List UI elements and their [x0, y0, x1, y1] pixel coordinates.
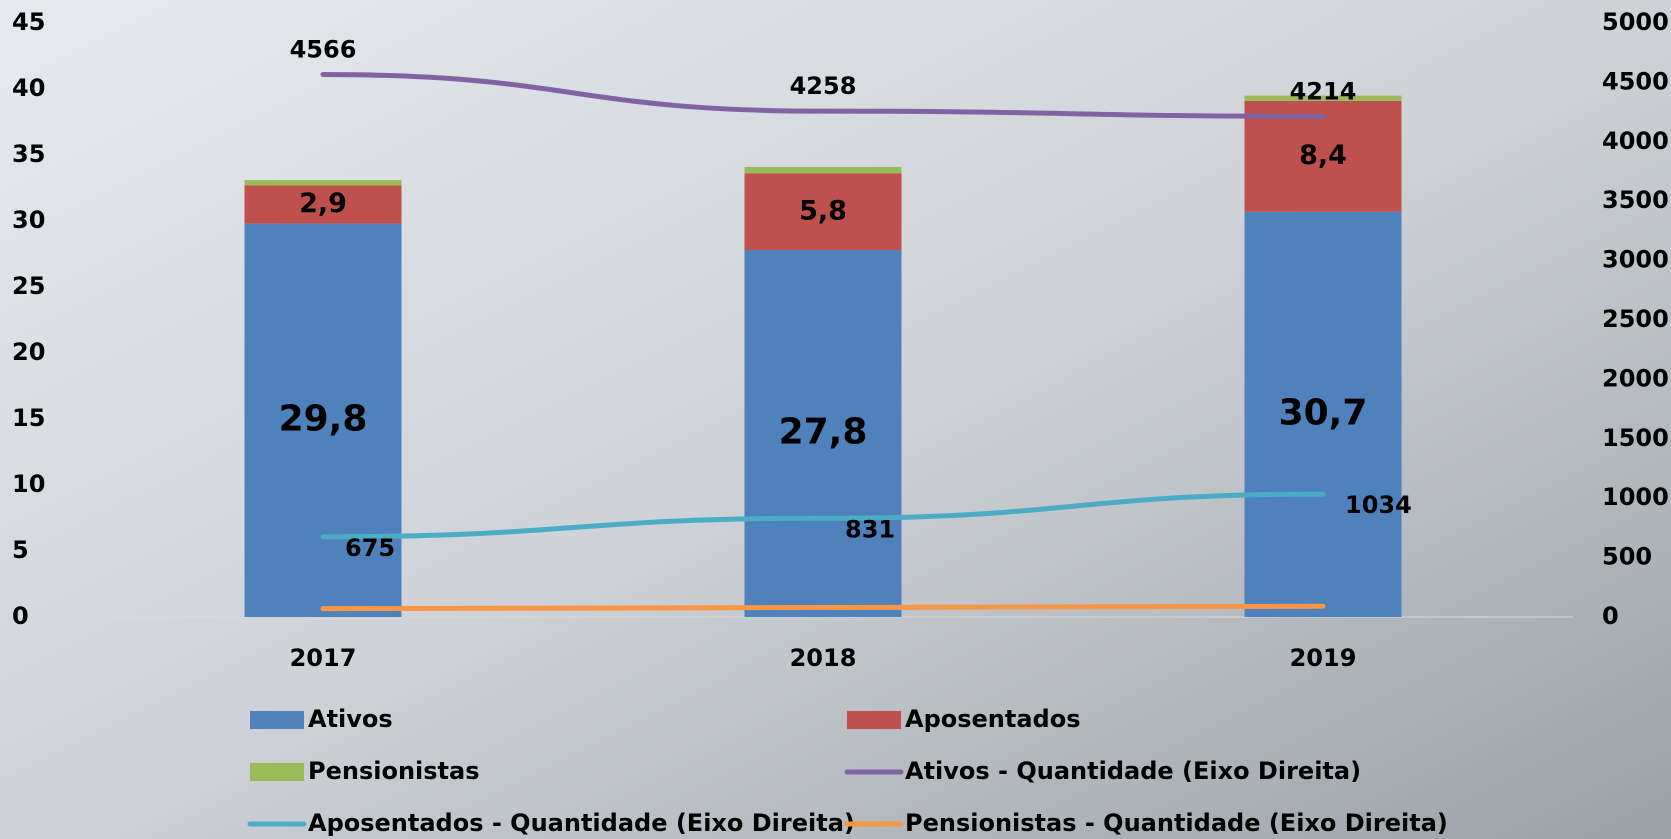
- y2-tick-label: 5000: [1602, 8, 1669, 36]
- bar-segment: [745, 167, 902, 174]
- y2-tick-label: 2000: [1602, 364, 1669, 392]
- y2-tick-label: 500: [1602, 543, 1652, 571]
- y2-tick-label: 3000: [1602, 246, 1669, 274]
- data-label: 4214: [1290, 77, 1357, 105]
- x-tick-label: 2019: [1290, 644, 1357, 672]
- y-tick-label: 10: [12, 470, 45, 498]
- y2-tick-label: 3500: [1602, 186, 1669, 214]
- line: [323, 606, 1323, 608]
- legend-label: Ativos: [308, 705, 393, 733]
- y2-tick-label: 1500: [1602, 424, 1669, 452]
- y-tick-label: 30: [12, 206, 45, 234]
- x-tick-label: 2017: [290, 644, 357, 672]
- data-label: 30,7: [1279, 392, 1368, 433]
- data-label: 831: [845, 515, 895, 543]
- y2-tick-label: 4500: [1602, 67, 1669, 95]
- data-label: 4258: [790, 72, 857, 100]
- legend-label: Pensionistas - Quantidade (Eixo Direita): [905, 809, 1448, 837]
- chart: 0 5 10 15 20 25 30 35 40 45 0 500 1000 1500 2000 2500 30…: [0, 0, 1671, 839]
- y-tick-label: 0: [12, 602, 29, 630]
- data-label: 4566: [290, 36, 357, 64]
- legend-swatch: [250, 763, 304, 781]
- y-tick-label: 35: [12, 140, 45, 168]
- bar-segment: [245, 180, 402, 185]
- data-label: 8,4: [1299, 140, 1347, 171]
- legend-label: Aposentados - Quantidade (Eixo Direita): [308, 809, 855, 837]
- y-tick-label: 20: [12, 338, 45, 366]
- y2-tick-label: 2500: [1602, 305, 1669, 333]
- data-label: 675: [345, 534, 395, 562]
- x-tick-label: 2018: [790, 644, 857, 672]
- y-tick-label: 25: [12, 272, 45, 300]
- data-label: 1034: [1345, 491, 1412, 519]
- y2-tick-label: 1000: [1602, 483, 1669, 511]
- y-tick-label: 45: [12, 8, 45, 36]
- legend-label: Pensionistas: [308, 757, 480, 785]
- legend-label: Ativos - Quantidade (Eixo Direita): [905, 757, 1361, 785]
- data-label: 27,8: [779, 412, 868, 453]
- data-label: 29,8: [279, 398, 368, 439]
- legend-label: Aposentados: [905, 705, 1081, 733]
- y2-tick-label: 0: [1602, 602, 1619, 630]
- y-tick-label: 5: [12, 536, 29, 564]
- y-tick-label: 15: [12, 404, 45, 432]
- y2-tick-label: 4000: [1602, 127, 1669, 155]
- data-label: 5,8: [799, 195, 847, 226]
- data-label: 2,9: [299, 188, 347, 219]
- y-tick-label: 40: [12, 74, 45, 102]
- legend-swatch: [847, 711, 901, 729]
- legend-swatch: [250, 711, 304, 729]
